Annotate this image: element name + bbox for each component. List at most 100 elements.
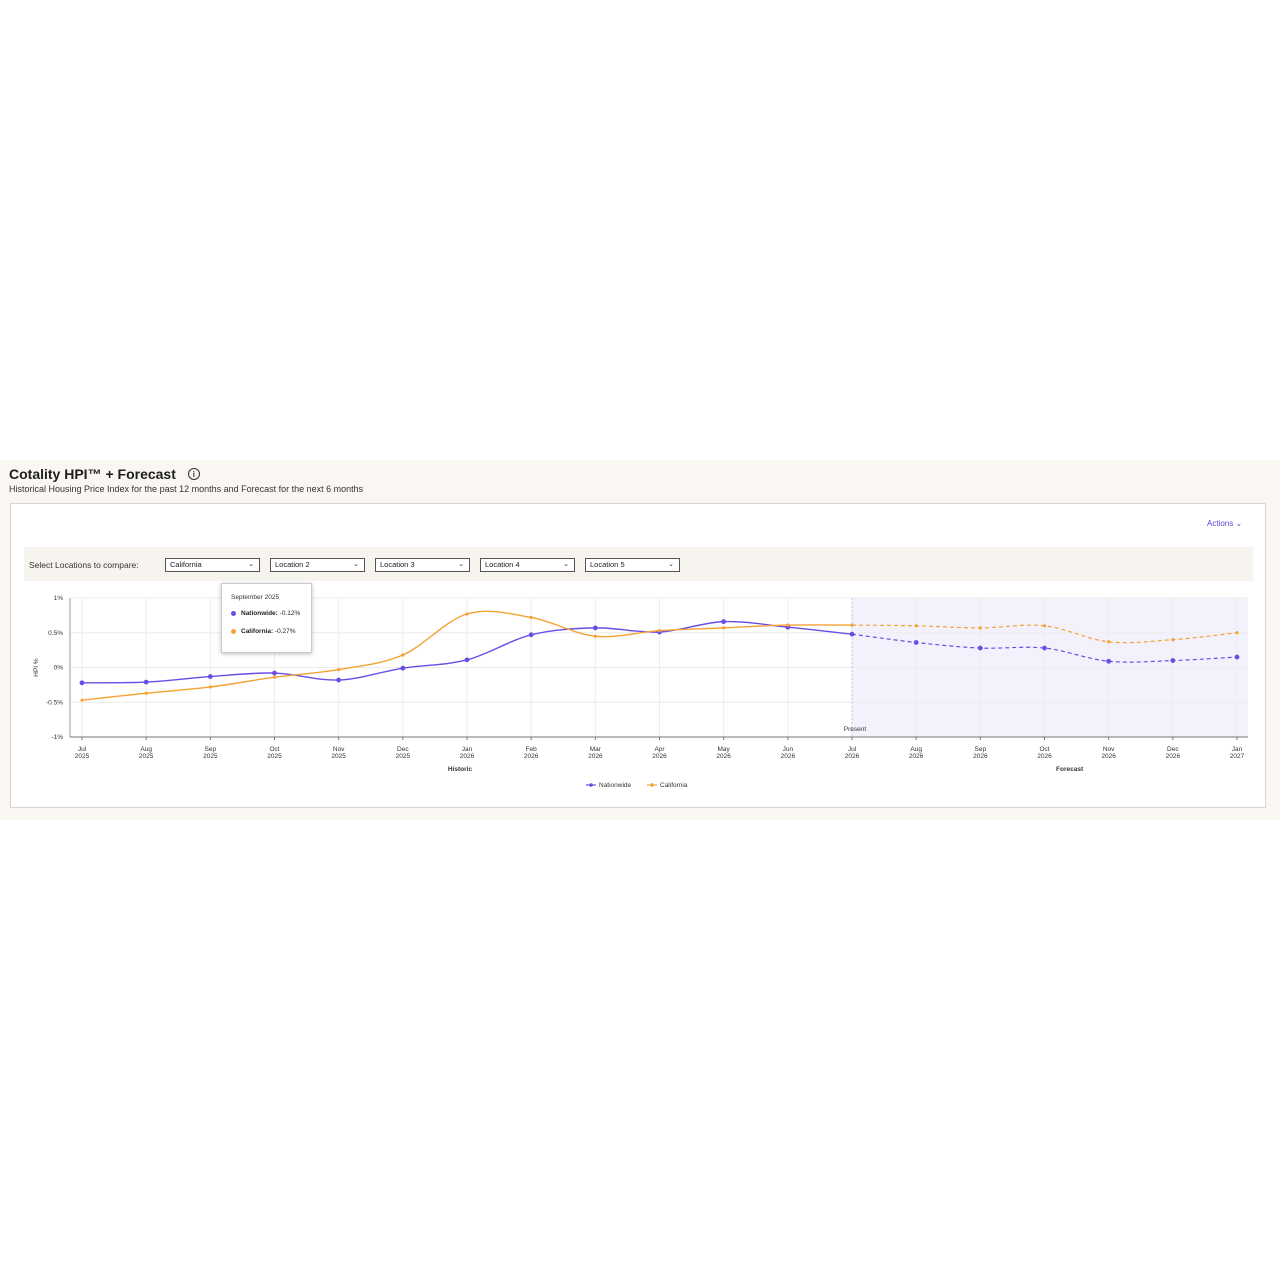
california-point	[465, 612, 469, 616]
location-select-1[interactable]: California ⌄	[165, 558, 260, 572]
x-tick-label: Aug	[140, 746, 152, 753]
present-label: Present	[844, 726, 867, 733]
california-point	[272, 675, 277, 679]
california-point	[978, 626, 982, 630]
x-tick-label: Mar	[590, 746, 602, 753]
page-subtitle: Historical Housing Price Index for the p…	[9, 484, 364, 494]
x-tick-label: 2026	[1166, 753, 1181, 760]
y-tick-label: 0%	[54, 665, 64, 672]
nationwide-point	[1234, 654, 1240, 660]
x-tick-label: 2026	[716, 753, 731, 760]
location-select-3[interactable]: Location 3 ⌄	[375, 558, 470, 572]
location-select-5[interactable]: Location 5 ⌄	[585, 558, 680, 572]
x-tick-label: Dec	[397, 746, 409, 753]
location-select-4-value: Location 4	[485, 560, 520, 569]
x-tick-label: Jan	[1232, 746, 1243, 753]
california-point	[657, 629, 662, 633]
chevron-down-icon: ⌄	[458, 561, 464, 568]
x-tick-label: Aug	[910, 746, 922, 753]
x-tick-label: 2025	[396, 753, 411, 760]
nationwide-point	[207, 674, 213, 679]
california-point	[80, 698, 84, 702]
nationwide-point	[849, 631, 855, 637]
x-tick-label: 2026	[909, 753, 924, 760]
selector-label: Select Locations to compare:	[29, 560, 139, 570]
location-select-5-value: Location 5	[590, 560, 625, 569]
california-point	[529, 615, 533, 620]
california-point	[208, 685, 212, 689]
california-point	[1107, 640, 1111, 644]
legend-label: California	[660, 782, 688, 789]
nationwide-point	[336, 677, 342, 683]
actions-label: Actions	[1207, 519, 1234, 528]
california-point	[401, 653, 405, 657]
chart-tooltip: September 2025 Nationwide: -0.12% Califo…	[221, 583, 312, 653]
location-select-1-value: California	[170, 560, 202, 569]
section-label: Historic	[448, 766, 473, 773]
x-tick-label: Jan	[462, 746, 473, 753]
tooltip-row-california: California: -0.27%	[231, 628, 296, 635]
tooltip-row-label: Nationwide:	[241, 610, 278, 617]
nationwide-point	[592, 625, 598, 631]
tooltip-row-value: -0.27%	[274, 628, 296, 635]
tooltip-row-nationwide: Nationwide: -0.12%	[231, 610, 300, 617]
actions-menu-button[interactable]: Actions ⌄	[1207, 519, 1242, 528]
x-tick-label: 2026	[524, 753, 539, 760]
x-tick-label: 2027	[1230, 753, 1245, 760]
california-point	[722, 626, 726, 630]
chevron-down-icon: ⌄	[248, 561, 254, 568]
nationwide-point	[913, 640, 919, 645]
california-dot-icon	[231, 629, 236, 634]
nationwide-point	[143, 679, 149, 685]
nationwide-point	[528, 632, 534, 638]
california-point	[593, 634, 597, 638]
x-tick-label: 2026	[588, 753, 603, 760]
nationwide-point	[464, 657, 470, 663]
location-select-2[interactable]: Location 2 ⌄	[270, 558, 365, 572]
x-tick-label: Sep	[975, 746, 987, 753]
location-select-4[interactable]: Location 4 ⌄	[480, 558, 575, 572]
x-tick-label: Oct	[269, 746, 279, 753]
nationwide-point	[721, 619, 727, 625]
x-tick-label: 2025	[331, 753, 346, 760]
california-point	[1042, 624, 1047, 628]
chevron-down-icon: ⌄	[353, 561, 359, 568]
x-tick-label: Nov	[333, 746, 345, 753]
nationwide-dot-icon	[231, 611, 236, 616]
section-label: Forecast	[1056, 766, 1084, 773]
location-select-3-value: Location 3	[380, 560, 415, 569]
california-point	[337, 667, 341, 672]
y-tick-label: 0.5%	[48, 630, 63, 637]
title-row: Cotality HPI™ + Forecast i	[9, 466, 200, 482]
y-axis-label: HPI %	[33, 658, 40, 677]
nationwide-point	[977, 645, 983, 651]
x-tick-label: 2025	[139, 753, 154, 760]
info-icon[interactable]: i	[187, 468, 200, 480]
chevron-down-icon: ⌄	[563, 561, 569, 568]
california-point	[1171, 638, 1175, 642]
x-tick-label: Apr	[654, 746, 665, 753]
legend-label: Nationwide	[599, 782, 632, 789]
california-point	[786, 623, 790, 627]
x-tick-label: 2026	[973, 753, 988, 760]
chevron-down-icon: ⌄	[668, 561, 674, 568]
y-tick-label: -1%	[51, 734, 63, 741]
x-tick-label: Nov	[1103, 746, 1115, 753]
x-tick-label: 2026	[460, 753, 475, 760]
nationwide-point	[1170, 658, 1176, 663]
x-tick-label: 2026	[652, 753, 667, 760]
tooltip-row-value: -0.12%	[279, 610, 301, 617]
nationwide-point	[79, 680, 85, 686]
x-tick-label: Jul	[78, 746, 87, 753]
x-tick-label: Dec	[1167, 746, 1179, 753]
x-tick-label: 2026	[1037, 753, 1052, 760]
x-tick-label: Feb	[526, 746, 538, 753]
location-select-2-value: Location 2	[275, 560, 310, 569]
legend-marker	[650, 783, 654, 787]
chevron-down-icon: ⌄	[1235, 519, 1243, 528]
y-tick-label: 1%	[54, 595, 64, 602]
nationwide-point	[1106, 658, 1112, 664]
nationwide-point	[1042, 645, 1047, 651]
x-tick-label: 2026	[781, 753, 796, 760]
